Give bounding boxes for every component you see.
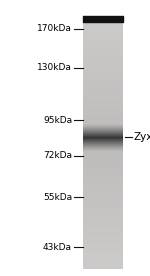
Text: 170kDa: 170kDa bbox=[37, 25, 72, 33]
Text: 55kDa: 55kDa bbox=[43, 193, 72, 202]
Text: 72kDa: 72kDa bbox=[43, 152, 72, 160]
Text: 95kDa: 95kDa bbox=[43, 116, 72, 124]
Text: 130kDa: 130kDa bbox=[37, 63, 72, 72]
Text: Zyxin: Zyxin bbox=[134, 132, 150, 142]
Text: HeLa: HeLa bbox=[93, 0, 119, 1]
Text: 43kDa: 43kDa bbox=[43, 243, 72, 251]
